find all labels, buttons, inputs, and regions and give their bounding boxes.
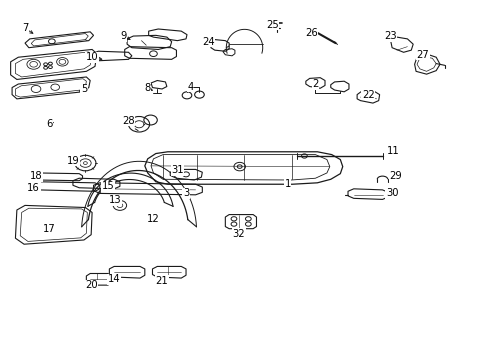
Text: 10: 10 [85, 52, 98, 62]
Text: 26: 26 [305, 27, 317, 37]
Text: 2: 2 [312, 79, 318, 89]
Text: 24: 24 [202, 37, 214, 47]
Text: 19: 19 [66, 156, 79, 166]
Text: 15: 15 [102, 181, 114, 192]
Text: 32: 32 [232, 229, 244, 239]
Text: 6: 6 [46, 119, 53, 129]
Text: 13: 13 [108, 195, 121, 206]
Text: 20: 20 [84, 280, 97, 290]
Text: 14: 14 [108, 274, 120, 284]
Text: 1: 1 [284, 179, 290, 189]
Text: 30: 30 [385, 188, 398, 198]
Text: 4: 4 [187, 81, 194, 91]
Text: 17: 17 [42, 224, 55, 234]
Text: 7: 7 [22, 23, 28, 33]
Text: 28: 28 [122, 116, 135, 126]
Text: 3: 3 [183, 188, 189, 198]
Text: 16: 16 [27, 183, 40, 193]
Text: 29: 29 [388, 171, 401, 181]
Text: 31: 31 [171, 165, 183, 175]
Text: 18: 18 [30, 171, 42, 181]
Text: 5: 5 [81, 84, 87, 94]
Text: 21: 21 [155, 275, 168, 285]
Text: 11: 11 [386, 146, 399, 156]
Text: 9: 9 [121, 31, 127, 41]
Text: 23: 23 [384, 31, 396, 41]
Text: 8: 8 [144, 83, 150, 93]
Text: 27: 27 [416, 50, 428, 60]
Text: 12: 12 [147, 214, 160, 224]
Text: 25: 25 [265, 20, 278, 30]
Text: 22: 22 [361, 90, 374, 100]
